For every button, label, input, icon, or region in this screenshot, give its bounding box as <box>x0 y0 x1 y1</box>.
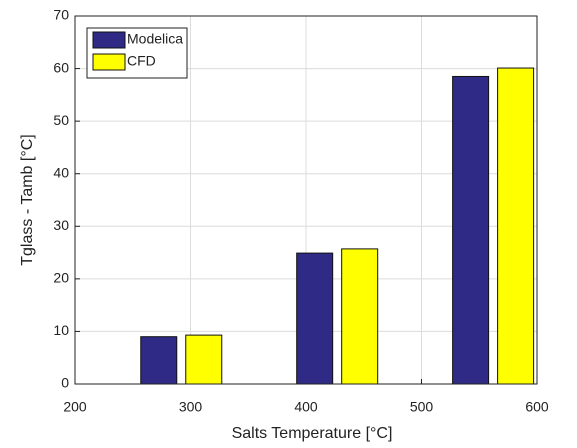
x-tick-label: 200 <box>63 399 87 415</box>
bar <box>341 248 379 385</box>
y-axis-label: Tglass - Tamb [°C] <box>19 134 36 265</box>
bar <box>497 67 535 385</box>
bar <box>296 252 334 385</box>
plot-frame <box>74 15 538 385</box>
y-tick-label: 20 <box>53 270 69 286</box>
x-tick-label: 400 <box>294 399 318 415</box>
bar <box>185 334 223 385</box>
x-tick-label: 300 <box>179 399 203 415</box>
bar <box>140 336 178 385</box>
y-tick-label: 30 <box>53 217 69 233</box>
y-tick-label: 70 <box>53 7 69 23</box>
bar <box>452 75 490 385</box>
y-tick-label: 60 <box>53 59 69 75</box>
y-tick-label: 10 <box>53 322 69 338</box>
y-tick-label: 50 <box>53 112 69 128</box>
legend-label: CFD <box>127 53 156 69</box>
y-tick-label: 40 <box>53 164 69 180</box>
x-tick-label: 500 <box>410 399 434 415</box>
x-tick-label: 600 <box>525 399 549 415</box>
legend-swatch <box>92 53 126 71</box>
x-axis-label: Salts Temperature [°C] <box>232 425 393 442</box>
y-tick-label: 0 <box>61 375 69 391</box>
legend-swatch <box>92 31 126 49</box>
legend-label: Modelica <box>127 31 183 47</box>
